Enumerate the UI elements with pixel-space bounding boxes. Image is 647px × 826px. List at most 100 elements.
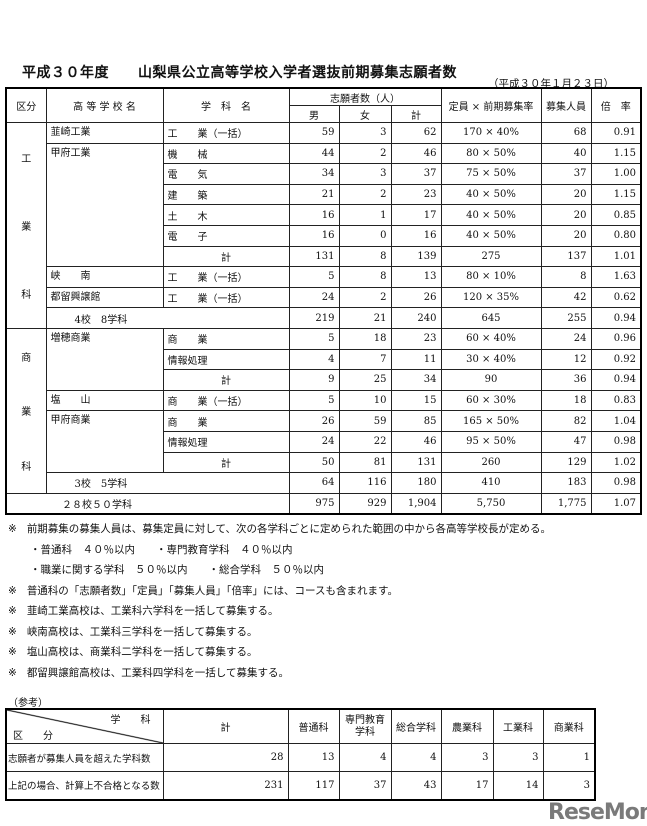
reference-row: 志願者が募集人員を超えた学科数 28 13 4 4 3 3 1 — [5, 743, 596, 772]
female-count: 59 — [338, 410, 392, 432]
recruit-count: 20 — [540, 224, 592, 247]
total-count: 15 — [390, 389, 442, 412]
value-cell: 4 — [390, 743, 442, 772]
male-count: 5 — [288, 389, 340, 412]
reference-table: 学 科区 分計普通科 専門教育学科 総合学科 農業科 工業科 商業科 志願者が募集人員を超え… — [5, 708, 596, 801]
recruit-count: 40 — [540, 142, 592, 165]
female-count: 7 — [338, 348, 392, 371]
header-ratio: 倍 率 — [590, 87, 642, 123]
column-header: 工業科 — [492, 708, 544, 744]
total-count: 11 — [390, 348, 442, 371]
capacity-rate: 40 × 50% — [440, 183, 542, 206]
dept-name: 計 — [162, 451, 290, 474]
recruit-count: 137 — [540, 245, 592, 268]
female-count: 2 — [338, 142, 392, 165]
subtotal-row: 4校 8学科 219 21 240 645 255 0.94 — [6, 307, 642, 329]
recruit-count: 129 — [540, 451, 592, 474]
total-count: 16 — [390, 224, 442, 247]
capacity-rate: 260 — [440, 451, 542, 474]
ratio: 0.94 — [590, 307, 642, 329]
note-mark: ※ — [8, 646, 17, 658]
dept-name: 情報処理 — [162, 430, 290, 453]
row-label: 上記の場合、計算上不合格となる数 — [5, 771, 164, 800]
total-count: 26 — [390, 286, 442, 309]
note-mark: ※ — [8, 666, 17, 679]
ratio: 0.83 — [590, 389, 642, 412]
recruit-count: 82 — [540, 410, 592, 432]
resemom-logo: ReseMom — [548, 800, 647, 825]
value-cell: 13 — [287, 743, 340, 772]
header-division: 区分 — [5, 87, 47, 123]
table-row: 計 50 81 131 260 129 1.02 — [6, 451, 642, 474]
male-count: 16 — [288, 204, 340, 226]
header-applicants: 志願者数（人） — [288, 87, 442, 106]
capacity-rate: 5,750 — [440, 492, 542, 515]
male-count: 24 — [288, 286, 340, 309]
recruit-count: 20 — [540, 183, 592, 206]
division-char: 工 — [21, 153, 32, 165]
division-char: 商 — [21, 352, 32, 364]
value-cell: 3 — [542, 771, 596, 800]
school-name: 甲府工業 — [45, 142, 164, 268]
applicants-table: 区分 高 等 学 校 名 学 科 名 志願者数（人） 定員 × 前期募集率 募集… — [5, 87, 642, 516]
division-char: 業 — [21, 407, 32, 419]
dept-name: 機 械 — [162, 142, 290, 165]
male-count: 975 — [288, 492, 340, 515]
note-mark: ※ — [8, 625, 17, 638]
note-text: 前期募集の募集人員は、募集定員に対して、次の各学科ごとに定められた範囲の中から各… — [26, 523, 551, 535]
male-count: 44 — [288, 142, 340, 165]
corner-cell: 学 科区 分 — [5, 708, 164, 744]
row-label: 志願者が募集人員を超えた学科数 — [5, 743, 164, 772]
dept-name: 計 — [162, 369, 290, 391]
column-header: 計 — [162, 708, 289, 744]
value-cell: 117 — [287, 771, 340, 800]
recruit-count: 36 — [540, 369, 592, 391]
female-count: 1 — [338, 204, 392, 226]
dept-name: 工 業（一括） — [162, 266, 290, 288]
note-mark: ※ — [8, 523, 17, 535]
note-text: 峡南高校は、工業科三学科を一括して募集する。 — [26, 625, 258, 638]
ratio: 1.15 — [590, 183, 642, 206]
value-cell: 4 — [338, 743, 392, 772]
female-count: 2 — [338, 286, 392, 309]
total-count: 131 — [390, 451, 442, 474]
ratio: 1.04 — [590, 410, 642, 432]
ratio: 1.00 — [590, 163, 642, 185]
note-mark: ※ — [8, 584, 17, 597]
total-count: 17 — [390, 204, 442, 226]
total-count: 1,904 — [390, 492, 442, 515]
page-title: 平成３０年度 山梨県公立高等学校入学者選抜前期募集志願者数 — [22, 65, 457, 81]
table-row: 都留興譲館工 業（一括） 24 2 26 120 × 35% 42 0.62 — [6, 286, 642, 309]
note-item: ※ 前期募集の募集人員は、募集定員に対して、次の各学科ごとに定められた範囲の中から… — [8, 519, 551, 540]
ratio: 0.80 — [590, 224, 642, 247]
ratio: 0.96 — [590, 327, 642, 350]
capacity-rate: 410 — [440, 472, 542, 494]
note-mark: ※ — [8, 605, 17, 617]
subtotal-label: 4校 8学科 — [45, 307, 290, 329]
note-item: ・職業に関する学科 ５０％以内 ・総合学科 ５０％以内 — [8, 560, 551, 581]
column-header: 総合学科 — [390, 708, 442, 744]
subtotal-row: 3校 5学科 64 116 180 410 183 0.98 — [6, 472, 642, 494]
table-row: 土 木 16 1 17 40 × 50% 20 0.85 — [6, 204, 642, 226]
total-count: 180 — [390, 472, 442, 494]
column-header: 普通科 — [287, 708, 340, 744]
corner-bottom-label: 区 分 — [13, 731, 53, 742]
dept-name: 情報処理 — [162, 348, 290, 371]
column-header: 農業科 — [440, 708, 494, 744]
school-name: 韮崎工業 — [45, 122, 164, 144]
recruit-count: 18 — [540, 389, 592, 412]
capacity-rate: 30 × 40% — [440, 348, 542, 371]
total-count: 46 — [390, 430, 442, 453]
capacity-rate: 40 × 50% — [440, 204, 542, 226]
capacity-rate: 90 — [440, 369, 542, 391]
total-count: 13 — [390, 266, 442, 288]
subtotal-label: 3校 5学科 — [45, 472, 290, 494]
note-item: ※ 峡南高校は、工業科三学科を一括して募集する。 — [8, 622, 551, 643]
female-count: 929 — [338, 492, 392, 515]
table-row: 塩 山商 業（一括） 5 10 15 60 × 30% 18 0.83 — [6, 389, 642, 412]
total-count: 240 — [390, 307, 442, 329]
note-text: ・普通科 ４０％以内 ・専門教育学科 ４０％以内 — [30, 543, 293, 556]
note-text: 都留興譲館高校は、工業科四学科を一括して募集する。 — [26, 666, 289, 679]
header-total: 計 — [390, 105, 442, 123]
note-item: ※ 普通科の「志願者数」「定員」「募集人員」「倍率」には、コースも含まれます。 — [8, 581, 551, 602]
